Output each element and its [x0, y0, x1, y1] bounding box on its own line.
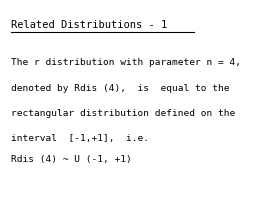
Text: denoted by Rdis (4),  is  equal to the: denoted by Rdis (4), is equal to the: [11, 84, 229, 93]
Text: Related Distributions - 1: Related Distributions - 1: [11, 20, 167, 30]
Text: Rdis (4) ~ U (-1, +1): Rdis (4) ~ U (-1, +1): [11, 155, 131, 164]
Text: interval  [-1,+1],  i.e.: interval [-1,+1], i.e.: [11, 134, 149, 143]
Text: The r distribution with parameter n = 4,: The r distribution with parameter n = 4,: [11, 58, 241, 67]
Text: rectangular distribution defined on the: rectangular distribution defined on the: [11, 109, 235, 118]
